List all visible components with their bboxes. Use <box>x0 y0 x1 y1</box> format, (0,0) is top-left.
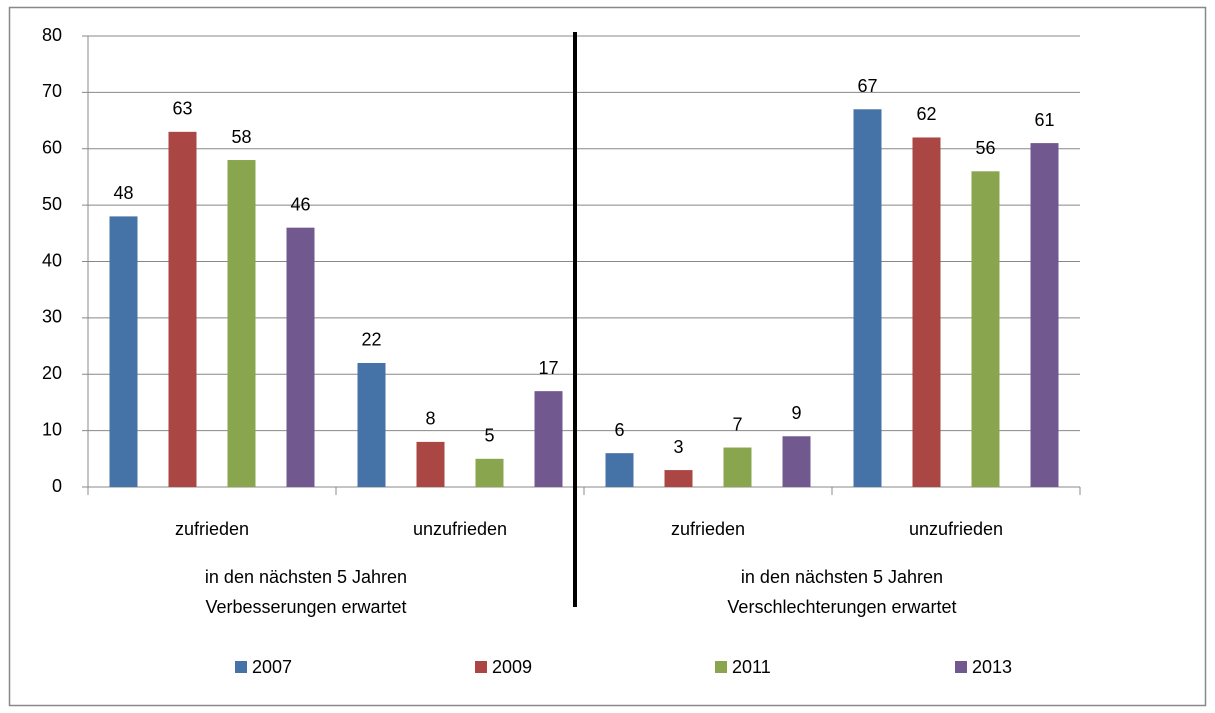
bar <box>853 109 882 487</box>
data-label: 58 <box>231 127 251 147</box>
x-tick-label: zufrieden <box>175 519 249 539</box>
y-tick-label: 40 <box>42 250 62 270</box>
chart-border <box>8 6 1207 707</box>
legend-swatch <box>475 661 487 673</box>
data-label: 63 <box>172 99 192 119</box>
data-label: 22 <box>361 330 381 350</box>
data-label: 8 <box>425 409 435 429</box>
bar <box>664 470 693 487</box>
y-tick-label: 10 <box>42 419 62 439</box>
data-label: 3 <box>673 437 683 457</box>
data-label: 61 <box>1034 110 1054 130</box>
y-tick-label: 60 <box>42 138 62 158</box>
data-label: 17 <box>538 358 558 378</box>
legend-label: 2009 <box>492 657 532 677</box>
group-label: in den nächsten 5 Jahren <box>741 567 943 587</box>
data-label: 7 <box>732 414 742 434</box>
data-label: 62 <box>916 104 936 124</box>
bar <box>168 131 197 487</box>
x-tick-label: unzufrieden <box>909 519 1003 539</box>
bar <box>475 458 504 487</box>
data-label: 56 <box>975 138 995 158</box>
bar <box>227 160 256 487</box>
data-label: 67 <box>857 76 877 96</box>
group-label: in den nächsten 5 Jahren <box>205 567 407 587</box>
y-tick-label: 20 <box>42 363 62 383</box>
group-label: Verschlechterungen erwartet <box>727 597 956 617</box>
legend-label: 2011 <box>732 657 771 677</box>
bar <box>723 447 752 487</box>
x-tick-label: zufrieden <box>671 519 745 539</box>
legend-label: 2007 <box>252 657 292 677</box>
bar <box>1030 143 1059 488</box>
y-tick-label: 50 <box>42 194 62 214</box>
bar <box>286 227 315 488</box>
data-label: 6 <box>614 420 624 440</box>
y-tick-label: 30 <box>42 307 62 327</box>
bar <box>357 362 386 487</box>
y-tick-label: 0 <box>52 476 62 496</box>
data-label: 48 <box>113 183 133 203</box>
bar <box>605 453 634 487</box>
bar <box>416 441 445 487</box>
x-tick-label: unzufrieden <box>413 519 507 539</box>
group-label: Verbesserungen erwartet <box>205 597 406 617</box>
bar <box>109 216 138 487</box>
bar <box>912 137 941 487</box>
legend-swatch <box>955 661 967 673</box>
legend-swatch <box>715 661 727 673</box>
legend-swatch <box>235 661 247 673</box>
bar <box>971 171 1000 488</box>
bar <box>782 436 811 487</box>
data-label: 5 <box>484 426 494 446</box>
data-label: 9 <box>791 403 801 423</box>
y-tick-label: 70 <box>42 81 62 101</box>
legend-label: 2013 <box>972 657 1012 677</box>
y-tick-label: 80 <box>42 25 62 45</box>
bar <box>534 391 563 487</box>
data-label: 46 <box>290 194 310 214</box>
